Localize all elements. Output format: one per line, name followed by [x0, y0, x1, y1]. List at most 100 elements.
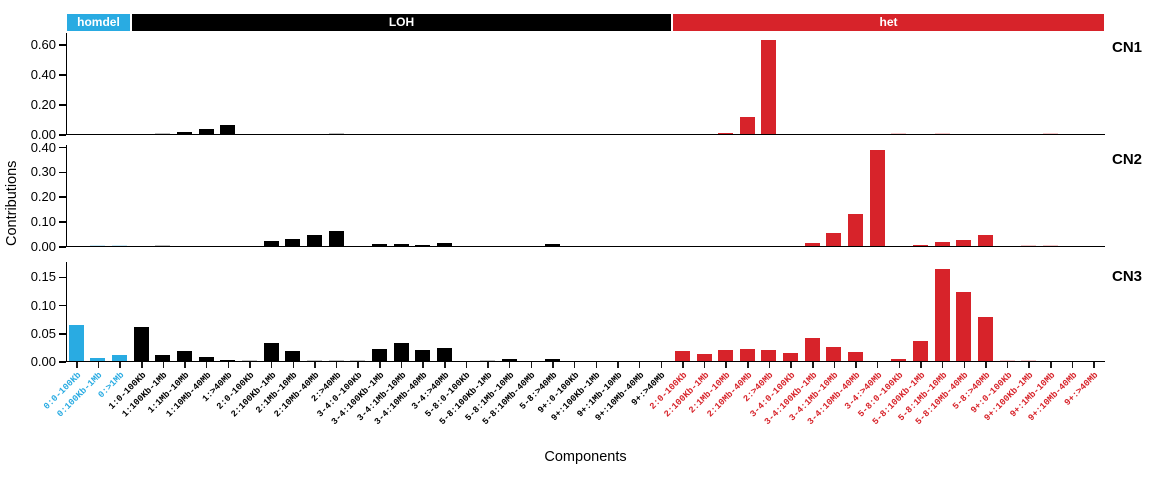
x-tick: [465, 362, 468, 368]
signature-panel-CN1: 0.00 0.20 0.40 0.60 CN1: [0, 33, 1152, 142]
contribution-bar: [761, 349, 777, 361]
contribution-bar: [934, 133, 950, 134]
contribution-bar: [999, 360, 1015, 361]
x-tick: [292, 362, 295, 368]
x-tick: [985, 362, 987, 368]
contribution-bar: [90, 358, 106, 361]
contribution-bar: [913, 340, 928, 361]
x-tick: [444, 362, 446, 368]
contribution-bar: [848, 213, 864, 246]
contribution-bar: [826, 347, 842, 361]
contribution-bar: [718, 132, 734, 134]
contribution-bar: [90, 245, 106, 246]
x-tick: [270, 362, 273, 368]
contribution-bar: [934, 242, 950, 246]
contribution-bar: [977, 235, 993, 246]
y-tick-label: 0.30: [30, 164, 56, 180]
x-tick: [422, 362, 424, 368]
contribution-bar: [739, 116, 755, 134]
y-tick: [59, 361, 66, 363]
x-tick: [855, 362, 857, 368]
contribution-bar: [977, 316, 993, 361]
y-tick-label: 0.60: [30, 37, 56, 52]
contribution-bar: [501, 359, 517, 361]
y-tick-label: 0.20: [30, 97, 56, 112]
x-tick: [876, 362, 879, 368]
contribution-bar: [674, 350, 690, 361]
y-tick-label: 0.00: [30, 127, 56, 142]
contribution-bar: [891, 359, 907, 361]
y-tick-label: 0.00: [30, 239, 56, 254]
group-header-loh: LOH: [131, 14, 672, 31]
contribution-bar: [220, 125, 236, 134]
x-tick: [357, 362, 359, 368]
x-tick: [205, 362, 208, 368]
contribution-bar: [480, 360, 496, 361]
contribution-bar: [956, 240, 972, 246]
y-tick: [59, 146, 66, 149]
contribution-bar: [415, 244, 431, 246]
contribution-bar: [545, 359, 561, 361]
x-tick: [617, 362, 619, 368]
contribution-bar: [913, 244, 928, 246]
y-tick-label: 0.10: [30, 214, 56, 230]
x-tick: [920, 362, 922, 368]
contribution-bar: [804, 338, 820, 361]
contribution-bar: [177, 132, 193, 134]
contribution-bar: [155, 354, 171, 361]
y-tick: [59, 276, 66, 278]
y-tick: [59, 134, 66, 136]
y-tick-label: 0.40: [30, 67, 56, 82]
contribution-bar: [241, 360, 257, 361]
x-tick: [725, 362, 727, 368]
x-tick: [1028, 362, 1030, 368]
y-tick: [59, 104, 66, 106]
y-tick-label: 0.10: [30, 297, 56, 313]
x-tick: [747, 362, 749, 368]
x-tick: [898, 362, 901, 368]
contribution-bar: [436, 348, 452, 361]
contribution-bar: [718, 349, 734, 361]
x-tick: [184, 362, 186, 368]
x-tick: [963, 362, 966, 368]
contribution-bar: [761, 39, 777, 134]
x-tick: [790, 362, 792, 368]
x-tick: [162, 362, 165, 368]
plot-area: [66, 145, 1105, 247]
y-tick-label: 0.40: [30, 139, 56, 155]
x-tick: [508, 362, 511, 368]
plot-area: [66, 262, 1105, 362]
contribution-bar: [177, 351, 193, 361]
x-tick: [768, 362, 771, 368]
panel-label: CN2: [1112, 151, 1143, 168]
x-axis-title: Components: [544, 449, 627, 465]
signature-panel-CN3: 0.00 0.05 0.10 0.15 CN3: [0, 262, 1152, 369]
y-tick-label: 0.20: [30, 189, 56, 205]
x-tick: [530, 362, 533, 368]
contribution-bar: [371, 243, 387, 246]
y-tick-label: 0.15: [30, 269, 56, 285]
y-tick: [59, 74, 66, 76]
x-tick: [703, 362, 706, 368]
contribution-bar: [415, 349, 431, 361]
contribution-bar: [68, 325, 84, 361]
y-tick: [59, 304, 66, 307]
contribution-bar: [1042, 245, 1058, 246]
contribution-bar: [285, 351, 301, 361]
contribution-bar: [328, 230, 344, 246]
contribution-bar: [696, 354, 712, 361]
x-tick: [119, 362, 121, 368]
y-tick: [59, 171, 66, 174]
y-tick-label: 0.00: [30, 354, 56, 369]
contribution-bar: [133, 327, 149, 361]
contribution-bar: [436, 243, 452, 246]
contribution-bar: [112, 354, 128, 361]
contribution-bar: [848, 351, 864, 361]
contribution-bar: [263, 342, 279, 361]
plot-area: [66, 33, 1105, 135]
contribution-bar: [350, 360, 366, 361]
contribution-bar: [869, 150, 885, 246]
x-tick: [1071, 362, 1074, 368]
panel-label: CN3: [1112, 268, 1143, 285]
x-tick: [682, 362, 684, 368]
